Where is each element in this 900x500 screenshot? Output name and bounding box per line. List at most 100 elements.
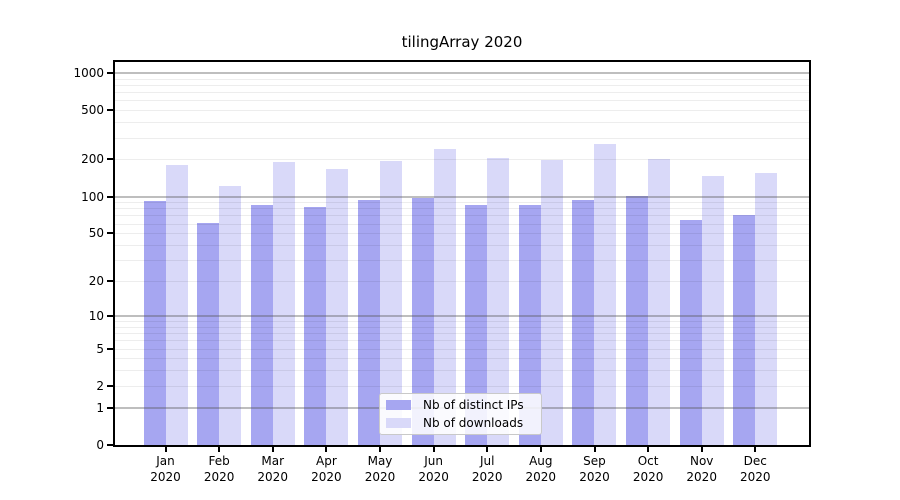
gridline-700 (115, 92, 809, 94)
bar-downloads (379, 160, 402, 445)
grid-layer (115, 62, 809, 445)
gridline-100 (115, 195, 809, 198)
legend-label-downloads: Nb of downloads (423, 416, 524, 430)
gridline-60 (115, 223, 809, 225)
gridline-800 (115, 84, 809, 86)
x-label-jun: Jun 2020 (418, 454, 449, 484)
y-tick-label-5: 5 (96, 341, 104, 356)
y-tick-label-2: 2 (96, 378, 104, 393)
legend-item-distinct-ips: Nb of distinct IPs (386, 398, 535, 412)
bar-distinct-ips (197, 222, 220, 445)
gridline-9 (115, 321, 809, 322)
x-label-nov: Nov 2020 (686, 454, 717, 484)
y-tick-100 (107, 195, 113, 198)
y-tick-20 (107, 280, 113, 282)
gridline-90 (115, 202, 809, 204)
y-tick-label-0: 0 (96, 438, 104, 452)
gridline-70 (115, 215, 809, 217)
y-tick-label-500: 500 (81, 103, 104, 118)
gridline-10 (115, 314, 809, 317)
x-tick-aug (539, 447, 542, 452)
bar-distinct-ips (304, 207, 327, 445)
x-label-feb: Feb 2020 (203, 454, 235, 484)
x-label-may: May 2020 (364, 454, 396, 484)
x-label-jul: Jul 2020 (471, 454, 503, 484)
gridline-300 (115, 137, 809, 139)
bar-distinct-ips (733, 214, 756, 445)
y-tick-0 (107, 444, 113, 446)
legend-item-downloads: Nb of downloads (386, 416, 535, 430)
x-label-aug: Aug 2020 (525, 454, 557, 484)
plot-area (113, 60, 811, 447)
x-label-mar: Mar 2020 (257, 454, 288, 484)
x-label-oct: Oct 2020 (632, 454, 664, 484)
y-tick-label-50: 50 (88, 226, 104, 241)
x-tick-may (379, 447, 381, 452)
bar-distinct-ips (143, 200, 166, 445)
bar-downloads (272, 161, 295, 445)
bar-distinct-ips (465, 204, 488, 445)
gridline-200 (115, 159, 809, 161)
gridline-900 (115, 78, 809, 80)
x-tick-jan (164, 447, 167, 452)
x-label-apr: Apr 2020 (311, 454, 342, 484)
y-tick-200 (107, 158, 113, 161)
gridline-30 (115, 260, 809, 262)
gridline-500 (115, 110, 809, 112)
bar-downloads (648, 159, 671, 445)
bar-distinct-ips (626, 195, 649, 445)
x-tick-dec (754, 447, 757, 452)
bar-downloads (219, 185, 242, 445)
distinct-ips-swatch (386, 400, 411, 410)
bar-downloads (755, 173, 778, 445)
gridline-8 (115, 326, 809, 328)
y-tick-1000 (107, 71, 113, 74)
x-label-dec: Dec 2020 (740, 454, 771, 484)
gridline-2 (115, 385, 809, 387)
y-tick-label-200: 200 (81, 152, 104, 167)
gridline-50 (115, 233, 809, 235)
bar-downloads (540, 160, 563, 445)
y-tick-label-1: 1 (96, 400, 104, 415)
gridline-80 (115, 208, 809, 210)
bar-downloads (701, 175, 724, 445)
y-tick-10 (107, 314, 113, 317)
gridline-400 (115, 122, 809, 124)
bar-distinct-ips (518, 204, 541, 445)
gridline-600 (115, 100, 809, 102)
bar-downloads (433, 148, 456, 445)
gridline-3 (115, 370, 809, 372)
bar-downloads (487, 158, 510, 445)
legend-label-distinct-ips: Nb of distinct IPs (423, 398, 524, 412)
legend: Nb of distinct IPs Nb of downloads (379, 393, 542, 435)
x-label-sep: Sep 2020 (579, 454, 610, 484)
y-tick-label-100: 100 (81, 189, 104, 204)
y-tick-label-1000: 1000 (73, 65, 104, 80)
y-tick-label-10: 10 (88, 308, 104, 323)
gridline-1000 (115, 71, 809, 74)
chart-title: tilingArray 2020 (401, 33, 523, 51)
y-tick-label-20: 20 (88, 274, 104, 288)
gridline-4 (115, 358, 809, 360)
y-tick-5 (107, 347, 113, 350)
x-tick-apr (325, 447, 328, 452)
y-tick-2 (107, 384, 113, 387)
gridline-5 (115, 348, 809, 350)
bar-distinct-ips (411, 198, 434, 445)
bar-distinct-ips (357, 200, 380, 445)
bar-downloads (165, 164, 188, 445)
y-tick-1 (107, 406, 113, 409)
downloads-swatch (386, 418, 411, 428)
gridline-20 (115, 281, 809, 282)
x-tick-jun (432, 447, 435, 452)
x-tick-mar (271, 447, 274, 452)
x-tick-feb (218, 447, 221, 452)
x-tick-jul (486, 447, 489, 452)
bar-distinct-ips (250, 204, 273, 445)
x-tick-nov (700, 447, 703, 452)
bar-distinct-ips (572, 200, 595, 445)
gridline-40 (115, 245, 809, 246)
gridline-6 (115, 340, 809, 342)
gridline-7 (115, 333, 809, 334)
